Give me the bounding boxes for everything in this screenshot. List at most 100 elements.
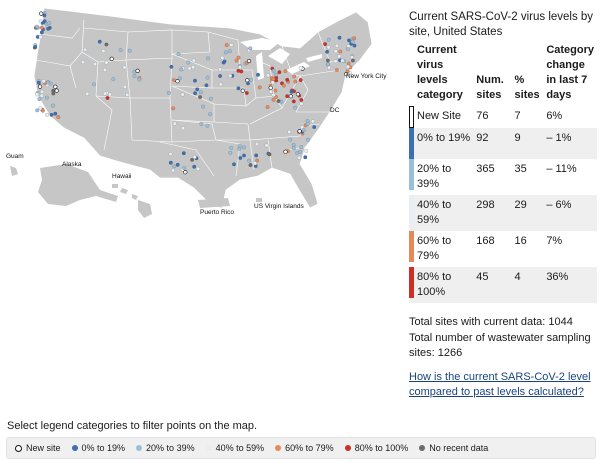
- site-point[interactable]: [198, 90, 203, 95]
- site-point[interactable]: [276, 99, 281, 103]
- site-point[interactable]: [175, 162, 180, 167]
- site-point[interactable]: [297, 155, 302, 160]
- site-point[interactable]: [277, 70, 282, 75]
- site-point[interactable]: [172, 164, 177, 169]
- site-point[interactable]: [333, 59, 338, 64]
- site-point[interactable]: [229, 43, 234, 47]
- site-point[interactable]: [97, 39, 102, 44]
- site-point[interactable]: [265, 105, 270, 109]
- site-point[interactable]: [41, 108, 45, 113]
- site-point[interactable]: [36, 80, 41, 85]
- site-point[interactable]: [182, 166, 187, 170]
- site-point[interactable]: [247, 158, 251, 163]
- site-point[interactable]: [183, 170, 188, 175]
- site-point[interactable]: [46, 26, 50, 31]
- site-point[interactable]: [249, 77, 254, 82]
- site-point[interactable]: [326, 37, 331, 42]
- site-point[interactable]: [175, 79, 180, 84]
- calculation-info-link[interactable]: How is the current SARS-CoV-2 level comp…: [409, 371, 591, 398]
- site-point[interactable]: [192, 164, 197, 169]
- site-point[interactable]: [351, 58, 355, 63]
- site-point[interactable]: [299, 145, 304, 150]
- legend-filter-item[interactable]: New site: [15, 443, 61, 453]
- site-point[interactable]: [218, 74, 223, 78]
- site-point[interactable]: [48, 81, 53, 86]
- site-point[interactable]: [346, 47, 350, 51]
- site-point[interactable]: [236, 55, 241, 60]
- site-point[interactable]: [111, 77, 116, 81]
- site-point[interactable]: [56, 115, 61, 119]
- site-point[interactable]: [33, 45, 38, 49]
- site-point[interactable]: [180, 92, 185, 97]
- site-point[interactable]: [326, 62, 330, 67]
- site-point[interactable]: [50, 103, 55, 108]
- site-point[interactable]: [35, 92, 40, 97]
- site-point[interactable]: [295, 150, 300, 155]
- site-point[interactable]: [327, 65, 331, 70]
- map-svg[interactable]: New York City DC Guam Alaska Hawaii Puer…: [0, 0, 400, 240]
- site-point[interactable]: [137, 77, 142, 82]
- site-point[interactable]: [291, 99, 296, 104]
- site-point[interactable]: [220, 55, 225, 60]
- site-point[interactable]: [101, 49, 106, 53]
- site-point[interactable]: [42, 13, 47, 18]
- site-point[interactable]: [248, 163, 253, 168]
- site-point[interactable]: [311, 119, 315, 124]
- site-point[interactable]: [171, 168, 176, 173]
- site-point[interactable]: [255, 158, 260, 163]
- site-point[interactable]: [237, 65, 242, 70]
- site-point[interactable]: [288, 137, 293, 142]
- site-point[interactable]: [195, 87, 200, 92]
- site-point[interactable]: [253, 161, 258, 166]
- site-point[interactable]: [227, 49, 232, 53]
- site-point[interactable]: [40, 25, 44, 30]
- site-point[interactable]: [38, 106, 43, 111]
- site-point[interactable]: [238, 156, 243, 160]
- site-point[interactable]: [242, 145, 246, 150]
- legend-filter-item[interactable]: 0% to 19%: [71, 443, 125, 453]
- site-point[interactable]: [39, 11, 44, 16]
- site-point[interactable]: [223, 50, 228, 55]
- site-point[interactable]: [218, 82, 223, 87]
- site-point[interactable]: [268, 85, 273, 90]
- site-point[interactable]: [229, 145, 234, 150]
- site-point[interactable]: [109, 56, 114, 62]
- site-point[interactable]: [244, 91, 249, 95]
- site-point[interactable]: [206, 56, 210, 61]
- site-point[interactable]: [283, 149, 288, 154]
- site-point[interactable]: [35, 24, 39, 29]
- site-point[interactable]: [295, 92, 301, 97]
- site-point[interactable]: [196, 166, 201, 171]
- site-point[interactable]: [105, 96, 110, 100]
- site-point[interactable]: [85, 91, 90, 96]
- site-point[interactable]: [346, 61, 351, 66]
- site-point[interactable]: [283, 69, 288, 73]
- site-point[interactable]: [176, 52, 181, 56]
- site-point[interactable]: [293, 79, 298, 84]
- site-point[interactable]: [274, 72, 278, 77]
- site-point[interactable]: [168, 160, 173, 165]
- site-point[interactable]: [246, 58, 252, 64]
- site-point[interactable]: [102, 67, 107, 72]
- site-point[interactable]: [192, 155, 197, 160]
- site-point[interactable]: [125, 92, 130, 97]
- site-point[interactable]: [238, 144, 242, 149]
- site-point[interactable]: [312, 125, 317, 129]
- site-point[interactable]: [347, 38, 351, 43]
- site-point[interactable]: [346, 64, 350, 69]
- site-point[interactable]: [168, 152, 173, 156]
- wastewater-sites-map[interactable]: New York City DC Guam Alaska Hawaii Puer…: [0, 0, 400, 240]
- site-point[interactable]: [81, 60, 85, 64]
- site-point[interactable]: [325, 49, 330, 54]
- site-point[interactable]: [208, 112, 213, 117]
- legend-filter-item[interactable]: 40% to 59%: [205, 443, 264, 453]
- site-point[interactable]: [298, 78, 303, 82]
- site-point[interactable]: [54, 88, 59, 93]
- site-point[interactable]: [264, 143, 269, 148]
- site-point[interactable]: [273, 88, 278, 93]
- site-point[interactable]: [51, 91, 56, 96]
- site-point[interactable]: [236, 68, 241, 73]
- site-point[interactable]: [53, 111, 58, 116]
- site-point[interactable]: [222, 59, 227, 64]
- site-point[interactable]: [256, 72, 260, 77]
